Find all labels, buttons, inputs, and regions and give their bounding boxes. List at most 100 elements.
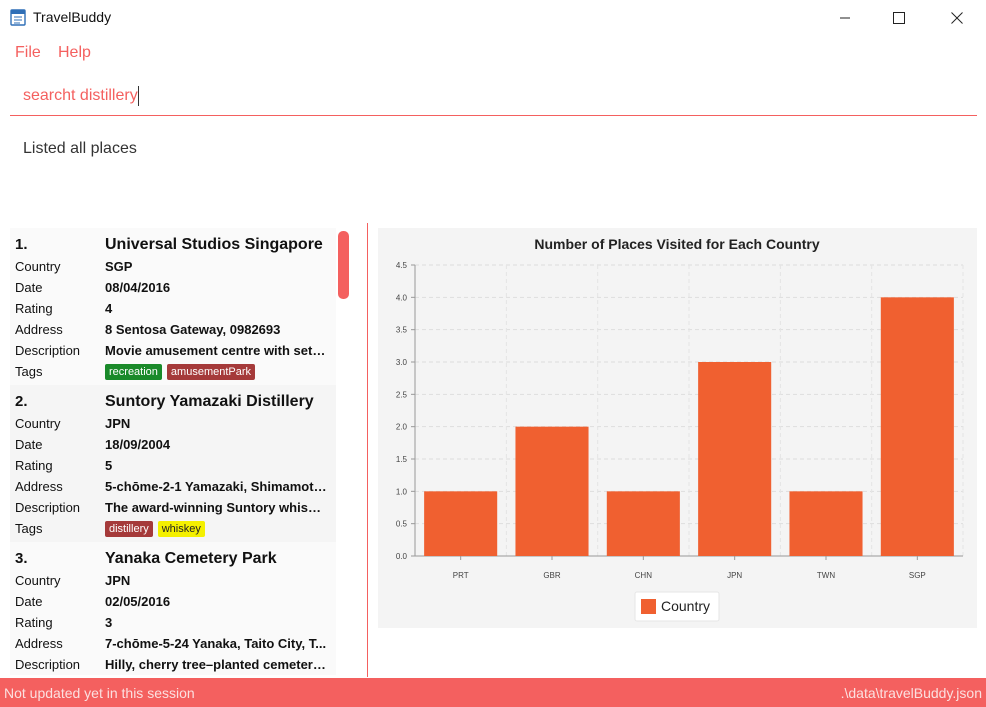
place-name: Universal Studios Singapore (105, 236, 323, 253)
place-date-row: Date 18/09/2004 (15, 434, 331, 455)
legend-label: Country (661, 598, 710, 614)
place-date-row: Date 02/05/2016 (15, 591, 331, 612)
minimize-icon (840, 17, 850, 19)
place-tags-row: Tags recreation amusementPark (15, 361, 331, 382)
y-tick-label: 2.0 (396, 423, 408, 432)
sync-status: Not updated yet in this session (4, 685, 195, 701)
x-tick-label: PRT (453, 571, 469, 580)
place-rating-label: Rating (15, 301, 53, 316)
scrollbar-thumb[interactable] (338, 231, 349, 299)
place-tags-label: Tags (15, 521, 43, 536)
tag-badge: distillery (105, 520, 153, 537)
app-icon (10, 9, 26, 26)
command-input[interactable]: searcht distillery (23, 86, 923, 106)
y-tick-label: 0.0 (396, 552, 408, 561)
place-rating-row: Rating 3 (15, 612, 331, 633)
y-tick-label: 3.0 (396, 358, 408, 367)
menu-file[interactable]: File (15, 44, 41, 61)
x-tick-label: JPN (727, 571, 742, 580)
place-date-value: 18/09/2004 (105, 437, 171, 452)
place-country-row: Country SGP (15, 256, 331, 277)
menu-bar: File Help (0, 38, 986, 68)
place-index: 3. (15, 550, 28, 567)
tag-badge: whiskey (157, 520, 205, 537)
chart-panel: Number of Places Visited for Each Countr… (378, 228, 977, 628)
result-display: Listed all places (23, 140, 137, 157)
place-address-label: Address (15, 636, 63, 651)
place-date-value: 02/05/2016 (105, 594, 171, 609)
minimize-button[interactable] (822, 0, 868, 36)
place-description-label: Description (15, 500, 81, 515)
place-description-value: Hilly, cherry tree–planted cemetery ... (105, 657, 327, 672)
place-date-row: Date 08/04/2016 (15, 277, 331, 298)
place-country-value: JPN (105, 416, 131, 431)
title-bar: TravelBuddy (0, 0, 986, 36)
panel-divider[interactable] (367, 223, 368, 677)
text-caret (137, 86, 139, 106)
place-rating-row: Rating 4 (15, 298, 331, 319)
place-card-header: 1. Universal Studios Singapore (15, 236, 331, 256)
maximize-icon (893, 12, 905, 24)
bar-gbr (515, 426, 589, 556)
y-tick-label: 1.5 (396, 455, 408, 464)
place-address-row: Address 8 Sentosa Gateway, 0982693 (15, 319, 331, 340)
place-card[interactable]: 3. Yanaka Cemetery Park Country JPN Date 02/0… (10, 542, 336, 675)
x-tick-label: TWN (817, 571, 835, 580)
place-description-row: Description The award-winning Suntory whi… (15, 497, 331, 518)
command-box[interactable]: searcht distillery (10, 80, 977, 116)
place-index: 2. (15, 393, 28, 410)
y-tick-label: 4.5 (396, 261, 408, 270)
place-card[interactable]: 1. Universal Studios Singapore Country SGP D… (10, 228, 336, 385)
place-address-row: Address 5-chōme-2-1 Yamazaki, Shimamoto,.… (15, 476, 331, 497)
place-name: Yanaka Cemetery Park (105, 550, 277, 567)
x-tick-label: CHN (635, 571, 653, 580)
place-description-value: The award-winning Suntory whisky ... (105, 500, 327, 515)
y-tick-label: 0.5 (396, 520, 408, 529)
place-description-label: Description (15, 657, 81, 672)
place-rating-row: Rating 5 (15, 455, 331, 476)
tag-badge: recreation (105, 363, 162, 380)
x-tick-label: SGP (909, 571, 926, 580)
place-index: 1. (15, 236, 28, 253)
place-card[interactable]: 2. Suntory Yamazaki Distillery Country JPN D… (10, 385, 336, 542)
place-rating-value: 4 (105, 301, 113, 316)
place-country-label: Country (15, 573, 61, 588)
place-address-row: Address 7-chōme-5-24 Yanaka, Taito City, … (15, 633, 331, 654)
bar-prt (424, 491, 498, 556)
y-tick-label: 1.0 (396, 487, 408, 496)
place-list[interactable]: 1. Universal Studios Singapore Country SGP D… (10, 228, 336, 675)
place-card-header: 3. Yanaka Cemetery Park (15, 550, 331, 570)
place-address-label: Address (15, 479, 63, 494)
place-country-label: Country (15, 416, 61, 431)
legend-swatch (641, 599, 656, 614)
menu-help[interactable]: Help (58, 44, 91, 61)
place-address-value: 5-chōme-2-1 Yamazaki, Shimamoto,... (105, 479, 327, 494)
place-tags: recreation amusementPark (105, 363, 256, 380)
country-bar-chart: Number of Places Visited for Each Countr… (396, 236, 964, 622)
place-rating-value: 3 (105, 615, 113, 630)
close-button[interactable] (934, 0, 980, 36)
place-description-row: Description Hilly, cherry tree–planted ce… (15, 654, 331, 675)
x-tick-label: GBR (543, 571, 561, 580)
place-date-label: Date (15, 280, 43, 295)
bar-chn (606, 491, 680, 556)
chart-title: Number of Places Visited for Each Countr… (534, 236, 819, 252)
place-address-value: 8 Sentosa Gateway, 0982693 (105, 322, 281, 337)
place-rating-label: Rating (15, 458, 53, 473)
place-name: Suntory Yamazaki Distillery (105, 393, 314, 410)
tag-badge: amusementPark (166, 363, 256, 380)
place-country-row: Country JPN (15, 570, 331, 591)
place-card-header: 2. Suntory Yamazaki Distillery (15, 393, 331, 413)
place-address-label: Address (15, 322, 63, 337)
place-description-row: Description Movie amusement centre with s… (15, 340, 331, 361)
window-title: TravelBuddy (33, 9, 112, 25)
place-country-value: SGP (105, 259, 133, 274)
place-date-value: 08/04/2016 (105, 280, 171, 295)
bar-twn (789, 491, 863, 556)
place-date-label: Date (15, 437, 43, 452)
maximize-button[interactable] (876, 0, 922, 36)
bar-jpn (698, 362, 772, 556)
place-tags-row: Tags distillery whiskey (15, 518, 331, 539)
place-country-row: Country JPN (15, 413, 331, 434)
place-description-value: Movie amusement centre with sets ... (105, 343, 327, 358)
